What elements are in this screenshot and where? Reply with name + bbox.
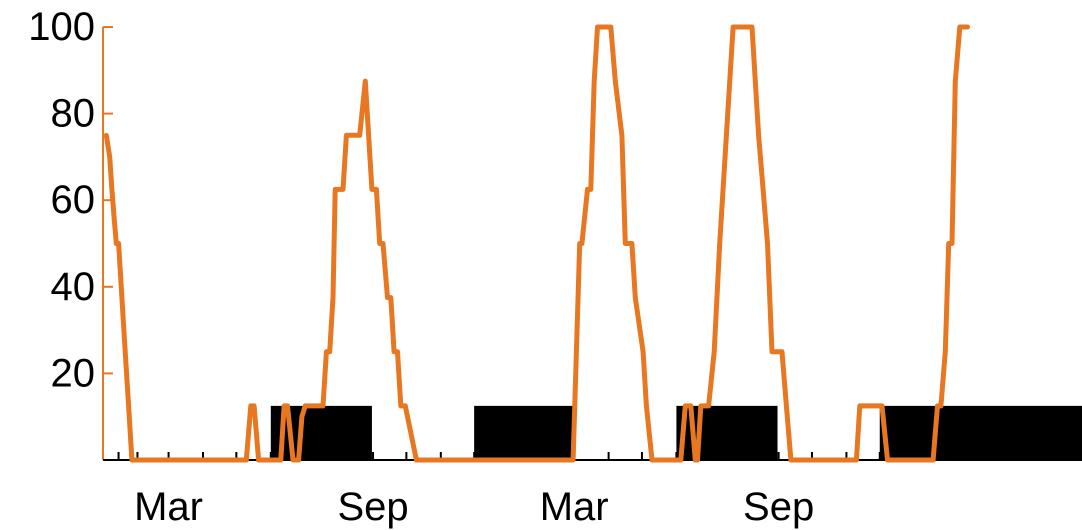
x-tick-label-4: Sep — [743, 485, 814, 529]
bar-4 — [879, 405, 1082, 460]
series-layer — [103, 24, 970, 463]
y-ticks: 20 40 60 80 100 — [28, 5, 113, 395]
y-tick-label-100: 100 — [28, 5, 95, 49]
x-tick-label-3: Mar — [540, 485, 609, 529]
y-tick-label-40: 40 — [51, 265, 96, 309]
bars-layer — [270, 405, 1082, 460]
bar-2 — [474, 405, 574, 460]
x-tick-label-1: Mar — [134, 485, 203, 529]
y-tick-label-80: 80 — [51, 92, 96, 136]
y-tick-label-60: 60 — [51, 178, 96, 222]
y-tick-label-20: 20 — [51, 351, 96, 395]
series-line-1 — [103, 24, 970, 463]
x-tick-label-2: Sep — [337, 485, 408, 529]
x-ticks: Mar Sep Mar Sep — [117, 452, 1050, 529]
